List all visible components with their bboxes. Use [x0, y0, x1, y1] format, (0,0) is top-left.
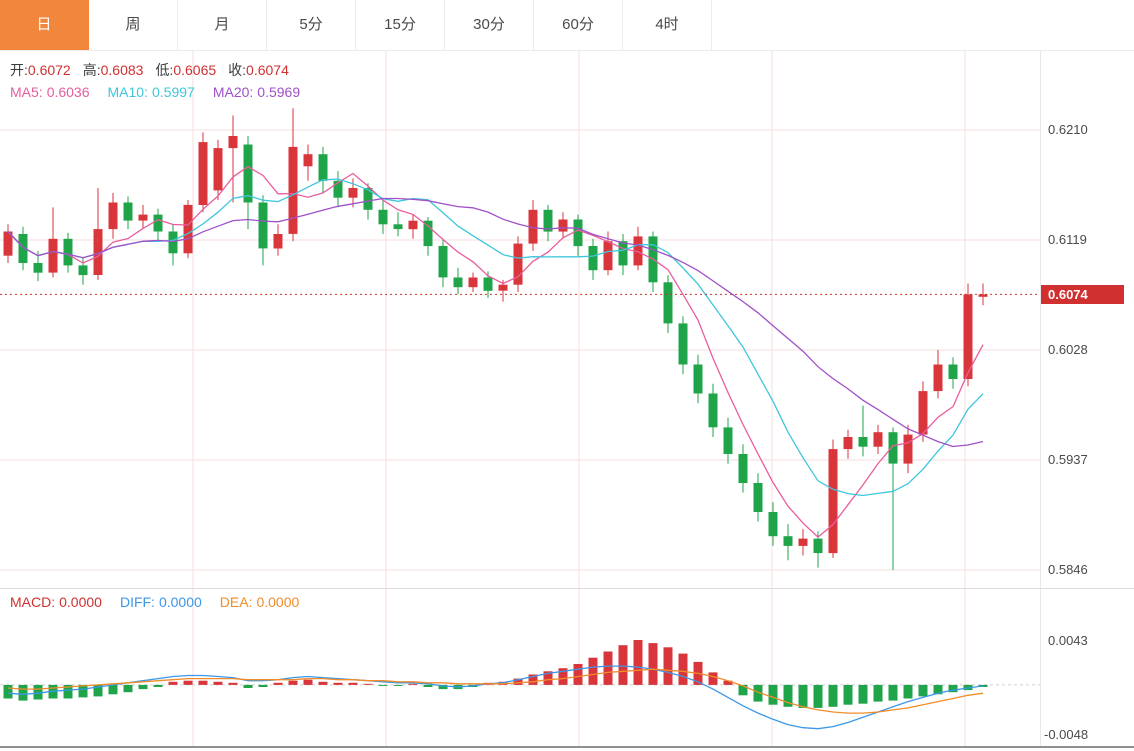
- tab-30min[interactable]: 30分: [445, 0, 534, 50]
- macd-value: 0.0000: [59, 594, 102, 610]
- low-value: 0.6065: [173, 62, 217, 78]
- macd-lines: [7, 665, 984, 730]
- ma20-label: MA20:: [212, 84, 254, 100]
- ohlc-legend: 开:0.6072 高:0.6083 低:0.6065 收:0.6074: [10, 60, 301, 80]
- macd-axis-label: -0.0048: [1044, 727, 1089, 742]
- price-grid: [0, 50, 1040, 588]
- tab-5min[interactable]: 5分: [267, 0, 356, 50]
- ma-lines: [7, 165, 984, 538]
- tab-4hour[interactable]: 4时: [623, 0, 712, 50]
- macd-panel[interactable]: MACD: 0.0000 DIFF: 0.0000 DEA: 0.0000: [0, 589, 1041, 748]
- macd-bars: [3, 640, 988, 708]
- close-label: 收:: [228, 62, 247, 78]
- dea-value: 0.0000: [256, 594, 300, 610]
- open-label: 开:: [10, 62, 28, 78]
- timeframe-tabbar: 日 周 月 5分 15分 30分 60分 4时: [0, 0, 1134, 51]
- diff-value: 0.0000: [158, 594, 202, 610]
- tab-day[interactable]: 日: [0, 0, 89, 50]
- y-axis-label: 0.5937: [1048, 452, 1088, 467]
- candles: [3, 108, 988, 570]
- ma5-value: 0.6036: [46, 84, 90, 100]
- tab-month[interactable]: 月: [178, 0, 267, 50]
- high-value: 0.6083: [100, 62, 144, 78]
- y-axis-label: 0.6210: [1048, 122, 1088, 137]
- low-label: 低:: [155, 62, 174, 78]
- tab-15min[interactable]: 15分: [356, 0, 445, 50]
- dea-label: DEA:: [219, 594, 253, 610]
- high-label: 高:: [82, 62, 101, 78]
- tab-60min[interactable]: 60分: [534, 0, 623, 50]
- ma10-label: MA10:: [107, 84, 148, 100]
- y-axis-label: 0.6119: [1048, 232, 1087, 247]
- diff-label: DIFF:: [119, 594, 155, 610]
- current-price-tag: 0.6074: [1041, 285, 1124, 304]
- ma20-value: 0.5969: [257, 84, 301, 100]
- open-value: 0.6072: [27, 62, 71, 78]
- macd-axis-label: 0.0043: [1048, 633, 1088, 648]
- close-value: 0.6074: [246, 62, 289, 78]
- ma-legend: MA5: 0.6036 MA10: 0.5997 MA20: 0.5969: [10, 84, 318, 100]
- candlestick-svg: [0, 50, 1040, 588]
- ma5-label: MA5:: [10, 84, 43, 100]
- macd-svg: [0, 589, 1040, 748]
- panel-divider: [0, 588, 1134, 589]
- bottom-border: [0, 746, 1134, 748]
- macd-legend: MACD: 0.0000 DIFF: 0.0000 DEA: 0.0000: [10, 594, 317, 610]
- macd-label: MACD:: [10, 594, 56, 610]
- tab-week[interactable]: 周: [89, 0, 178, 50]
- ma10-value: 0.5997: [151, 84, 195, 100]
- y-axis-label: 0.6028: [1048, 342, 1088, 357]
- y-axis-label: 0.5846: [1048, 562, 1088, 577]
- main-chart[interactable]: 开:0.6072 高:0.6083 低:0.6065 收:0.6074 MA5: 0.6…: [0, 50, 1041, 588]
